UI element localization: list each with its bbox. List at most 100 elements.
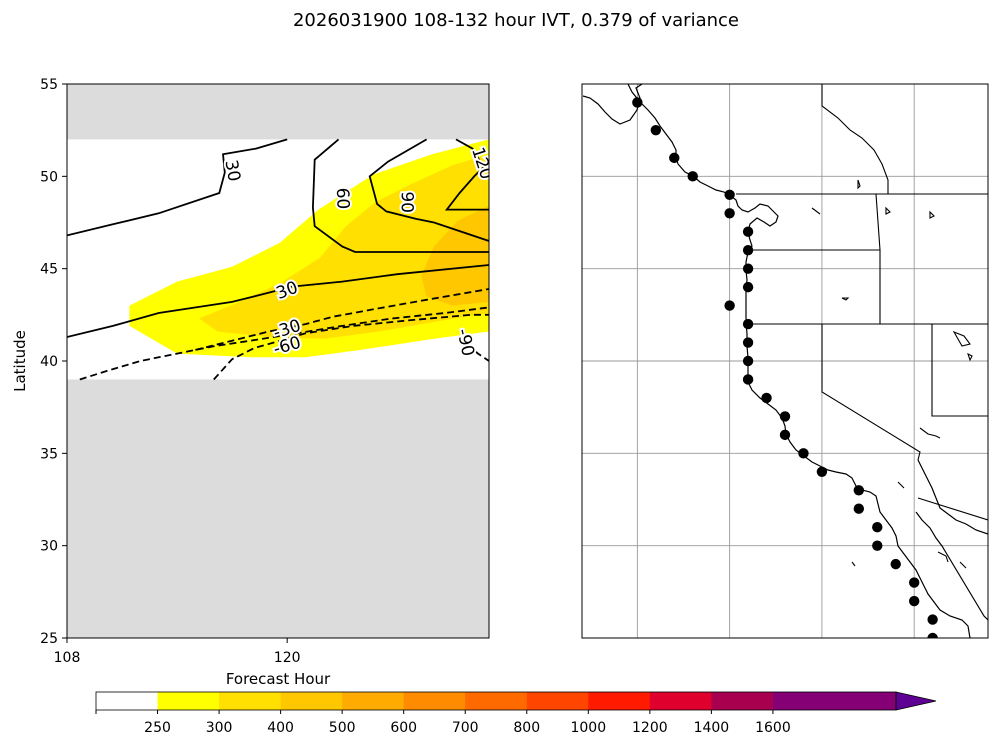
masked-region-0 xyxy=(67,84,489,140)
map-point xyxy=(742,355,754,367)
contour-line-1 xyxy=(311,138,489,253)
map-point xyxy=(724,300,735,311)
colorbar-tick-label: 1400 xyxy=(694,720,730,736)
map-point xyxy=(908,577,920,588)
contour-label-2: 90 xyxy=(396,191,416,213)
map-point xyxy=(687,171,698,182)
x-axis-label: Forecast Hour xyxy=(226,670,331,688)
map-point xyxy=(742,226,754,237)
map-point xyxy=(742,245,754,256)
colorbar-tick-label: 800 xyxy=(513,720,540,736)
colorbar-cell xyxy=(711,692,774,710)
colorbar-tick-label: 250 xyxy=(144,720,171,736)
colorbar-cell xyxy=(219,692,282,710)
map-point xyxy=(816,466,828,477)
map-point xyxy=(632,97,643,108)
masked-region-1 xyxy=(67,379,489,638)
map-point xyxy=(853,503,865,514)
contour-lines xyxy=(67,138,489,381)
y-tick-label: 25 xyxy=(40,631,58,647)
colorbar-cell xyxy=(526,692,589,710)
colorbar-frame xyxy=(95,691,897,711)
colorbar-cells xyxy=(96,692,897,710)
map-point xyxy=(761,392,772,404)
baja-gulf-coast xyxy=(915,511,988,621)
x-tick-label: 108 xyxy=(54,650,81,666)
colorbar-cell xyxy=(465,692,528,710)
colorbar-extend-arrow xyxy=(895,691,937,711)
map-point xyxy=(872,540,883,551)
colorbar-tick-label: 300 xyxy=(206,720,233,736)
contour-line-6 xyxy=(79,306,489,381)
gulf-inner-coast xyxy=(917,459,988,535)
colorbar-cell xyxy=(342,692,405,710)
map-frame xyxy=(581,83,989,639)
contour-line-4 xyxy=(67,264,489,338)
map-point xyxy=(724,208,735,219)
map-point xyxy=(724,189,735,200)
colorbar-tick-label: 1600 xyxy=(755,720,791,736)
y-tick-label: 55 xyxy=(40,77,58,93)
state-borders xyxy=(748,84,988,521)
colorbar-cell xyxy=(649,692,712,710)
colorbar-cell xyxy=(157,692,220,710)
map-point xyxy=(872,522,883,533)
x-tick-label: 120 xyxy=(274,650,301,666)
contour-line-0 xyxy=(67,138,288,237)
contour-line-5 xyxy=(195,288,489,351)
map-point xyxy=(742,374,754,385)
map-point xyxy=(927,632,938,638)
y-tick-label: 50 xyxy=(40,169,58,185)
colorbar-tick-label: 600 xyxy=(390,720,417,736)
colorbar-cell xyxy=(588,692,651,710)
colorbar-tick-label: 400 xyxy=(267,720,294,736)
colorbar: 250 300 400 500 600 700 800 1000 1200 1400 1600 xyxy=(95,691,937,736)
map-point xyxy=(742,337,754,348)
colorbar-tick-label: 1200 xyxy=(632,720,668,736)
contour-line-3 xyxy=(444,138,489,211)
map-points xyxy=(632,97,938,638)
colorbar-ticks: 250 300 400 500 600 700 800 1000 1200 1400 1600 xyxy=(95,710,791,736)
borders xyxy=(736,84,988,521)
masked-regions xyxy=(67,84,489,638)
y-tick-label: 35 xyxy=(40,446,58,462)
map-point xyxy=(669,152,680,164)
contour-line-7 xyxy=(213,313,489,381)
map-point xyxy=(853,485,865,496)
contour-label-0: 30 xyxy=(220,158,243,183)
map-point xyxy=(742,318,754,330)
map-point xyxy=(742,263,754,274)
contour-line-8 xyxy=(466,343,489,362)
figure-title: 2026031900 108-132 hour IVT, 0.379 of va… xyxy=(293,10,739,31)
map-point xyxy=(927,614,938,625)
map-point xyxy=(779,411,791,422)
contour-label-1: 60 xyxy=(332,187,353,209)
map-area xyxy=(582,84,988,638)
y-axis-label: Latitude xyxy=(11,330,29,392)
map-point xyxy=(798,448,809,459)
map-point xyxy=(650,124,662,136)
map-point xyxy=(742,281,754,293)
colorbar-cell xyxy=(834,692,897,710)
colorbar-tick-label: 700 xyxy=(452,720,479,736)
colorbar-tick-label: 500 xyxy=(329,720,356,736)
y-tick-label: 30 xyxy=(40,539,58,555)
y-axis-ticks: 25 30 35 40 45 50 55 xyxy=(40,77,67,647)
colorbar-cell xyxy=(403,692,466,710)
y-tick-label: 45 xyxy=(40,262,58,278)
colorbar-cell xyxy=(96,692,159,710)
y-tick-label: 40 xyxy=(40,354,58,370)
lakes-islands xyxy=(811,179,973,569)
map-point xyxy=(908,595,920,607)
map-gridlines xyxy=(582,84,988,638)
right-panel xyxy=(581,83,989,639)
x-axis-ticks: 108 120 xyxy=(54,638,301,666)
colorbar-cell xyxy=(772,692,835,710)
filled-contour-400 xyxy=(421,205,489,306)
map-point xyxy=(890,558,901,570)
contour-line-2 xyxy=(368,138,489,242)
colorbar-cell xyxy=(280,692,343,710)
